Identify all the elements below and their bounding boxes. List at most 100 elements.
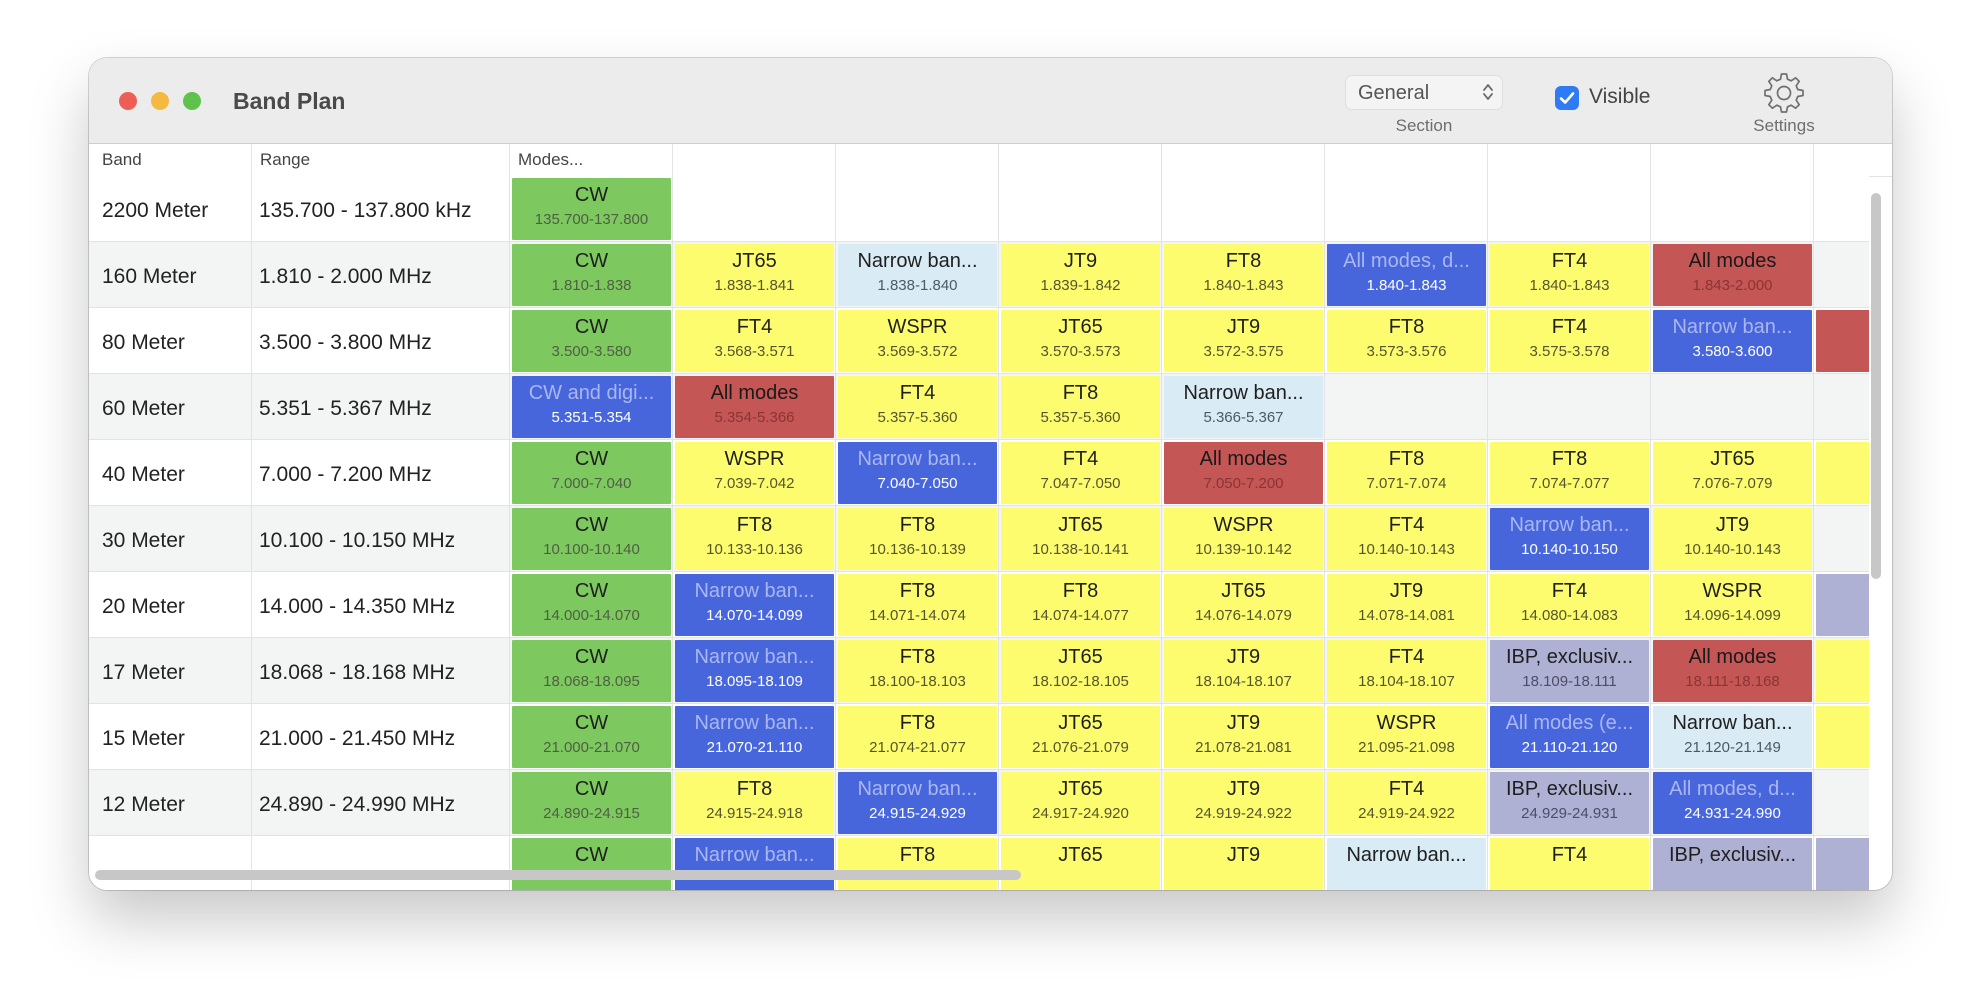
mode-segment[interactable]: JT65 24.917-24.920 — [1001, 772, 1160, 834]
mode-segment[interactable]: JT65 10.138-10.141 — [1001, 508, 1160, 570]
mode-segment[interactable]: FT4 24.919-24.922 — [1327, 772, 1486, 834]
mode-segment[interactable]: JT65 3.570-3.573 — [1001, 310, 1160, 372]
table-row[interactable]: CW Narrow ban... FT8 JT65 JT9 Narrow ban... FT… — [89, 836, 1869, 890]
mode-segment[interactable]: FT8 14.074-14.077 — [1001, 574, 1160, 636]
mode-segment[interactable]: FT4 18.104-18.107 — [1327, 640, 1486, 702]
mode-segment[interactable]: Narrow ban... 5.366-5.367 — [1164, 376, 1323, 438]
visible-label[interactable]: Visible — [1589, 85, 1651, 108]
mode-segment[interactable]: JT9 10.140-10.143 — [1653, 508, 1812, 570]
mode-segment[interactable]: CW 21.000-21.070 — [512, 706, 671, 768]
mode-segment[interactable]: Narrow ban... 7.040-7.050 — [838, 442, 997, 504]
mode-segment[interactable]: JT65 — [1001, 838, 1160, 890]
mode-segment[interactable]: JT9 21.078-21.081 — [1164, 706, 1323, 768]
mode-segment[interactable]: Narrow ban... 10.140-10.150 — [1490, 508, 1649, 570]
mode-segment[interactable]: WSPR 14.096-14.099 — [1653, 574, 1812, 636]
mode-segment[interactable]: FT4 5.357-5.360 — [838, 376, 997, 438]
vertical-scrollbar[interactable] — [1871, 193, 1881, 579]
mode-segment[interactable]: FT8 10.136-10.139 — [838, 508, 997, 570]
column-header-modes[interactable]: Modes... — [510, 144, 673, 176]
mode-segment[interactable]: FT8 14.071-14.074 — [838, 574, 997, 636]
mode-segment[interactable]: FT4 1.840-1.843 — [1490, 244, 1649, 306]
mode-segment[interactable]: 18.1 — [1816, 640, 1869, 702]
mode-segment[interactable]: IBP, exclusiv... — [1653, 838, 1812, 890]
mode-segment[interactable]: All modes (e... 21.110-21.120 — [1490, 706, 1649, 768]
mode-segment[interactable]: CW 135.700-137.800 — [512, 178, 671, 240]
mode-segment[interactable]: WSPR 21.095-21.098 — [1327, 706, 1486, 768]
horizontal-scrollbar[interactable] — [95, 870, 1021, 880]
mode-segment[interactable]: FT8 7.071-7.074 — [1327, 442, 1486, 504]
mode-segment[interactable]: FT8 — [838, 838, 997, 890]
mode-segment[interactable]: FT4 14.080-14.083 — [1490, 574, 1649, 636]
table-row[interactable]: 30 Meter 10.100 - 10.150 MHz CW 10.100-10.1… — [89, 506, 1869, 572]
table-row[interactable]: 15 Meter 21.000 - 21.450 MHz CW 21.000-21.0… — [89, 704, 1869, 770]
mode-segment[interactable]: FT8 5.357-5.360 — [1001, 376, 1160, 438]
mode-segment[interactable]: FT4 10.140-10.143 — [1327, 508, 1486, 570]
minimize-button[interactable] — [151, 92, 169, 110]
mode-segment[interactable]: CW — [512, 838, 671, 890]
mode-segment[interactable]: Narrow ban... — [1327, 838, 1486, 890]
column-header-range[interactable]: Range — [252, 144, 510, 176]
mode-segment[interactable]: Narrow ban... 21.070-21.110 — [675, 706, 834, 768]
mode-segment[interactable]: CW 18.068-18.095 — [512, 640, 671, 702]
table-row[interactable]: 80 Meter 3.500 - 3.800 MHz CW 3.500-3.580 FT… — [89, 308, 1869, 374]
mode-segment[interactable]: CW 7.000-7.040 — [512, 442, 671, 504]
mode-segment[interactable]: JT9 1.839-1.842 — [1001, 244, 1160, 306]
mode-segment[interactable]: Narrow ban... — [675, 838, 834, 890]
mode-segment[interactable]: FT8 18.100-18.103 — [838, 640, 997, 702]
mode-segment[interactable]: All modes 18.111-18.168 — [1653, 640, 1812, 702]
mode-segment[interactable]: 21.1 — [1816, 706, 1869, 768]
table-row[interactable]: 2200 Meter 135.700 - 137.800 kHz CW 135.700… — [89, 176, 1869, 242]
gear-icon[interactable] — [1763, 71, 1805, 113]
mode-segment[interactable]: WSPR 7.039-7.042 — [675, 442, 834, 504]
mode-segment[interactable]: IBP, — [1816, 838, 1869, 890]
column-header-band[interactable]: Band — [89, 144, 252, 176]
mode-segment[interactable]: 7.0 — [1816, 442, 1869, 504]
mode-segment[interactable]: IBP, exclusiv... 24.929-24.931 — [1490, 772, 1649, 834]
mode-segment[interactable]: Narrow ban... 24.915-24.929 — [838, 772, 997, 834]
mode-segment[interactable]: FT8 1.840-1.843 — [1164, 244, 1323, 306]
mode-segment[interactable]: CW and digi... 5.351-5.354 — [512, 376, 671, 438]
mode-segment[interactable]: JT9 — [1164, 838, 1323, 890]
mode-segment[interactable]: IBP, exclusiv... 18.109-18.111 — [1490, 640, 1649, 702]
mode-segment[interactable]: JT9 18.104-18.107 — [1164, 640, 1323, 702]
mode-segment[interactable]: JT9 24.919-24.922 — [1164, 772, 1323, 834]
mode-segment[interactable]: CW 10.100-10.140 — [512, 508, 671, 570]
mode-segment[interactable]: FT4 3.575-3.578 — [1490, 310, 1649, 372]
mode-segment[interactable]: CW 14.000-14.070 — [512, 574, 671, 636]
mode-segment[interactable]: All modes 5.354-5.366 — [675, 376, 834, 438]
mode-segment[interactable]: JT65 21.076-21.079 — [1001, 706, 1160, 768]
mode-segment[interactable]: JT65 14.076-14.079 — [1164, 574, 1323, 636]
mode-segment[interactable]: FT4 7.047-7.050 — [1001, 442, 1160, 504]
mode-segment[interactable]: All modes, d... 1.840-1.843 — [1327, 244, 1486, 306]
zoom-button[interactable] — [183, 92, 201, 110]
mode-segment[interactable]: JT65 18.102-18.105 — [1001, 640, 1160, 702]
mode-segment[interactable]: WSPR 3.569-3.572 — [838, 310, 997, 372]
table-row[interactable]: 60 Meter 5.351 - 5.367 MHz CW and digi... 5… — [89, 374, 1869, 440]
section-popup[interactable]: General — [1345, 75, 1503, 110]
mode-segment[interactable]: FT8 21.074-21.077 — [838, 706, 997, 768]
table-row[interactable]: 17 Meter 18.068 - 18.168 MHz CW 18.068-18.0… — [89, 638, 1869, 704]
mode-segment[interactable]: FT4 3.568-3.571 — [675, 310, 834, 372]
mode-segment[interactable]: JT9 3.572-3.575 — [1164, 310, 1323, 372]
mode-segment[interactable]: All modes 7.050-7.200 — [1164, 442, 1323, 504]
table-row[interactable]: 40 Meter 7.000 - 7.200 MHz CW 7.000-7.040 WS… — [89, 440, 1869, 506]
mode-segment[interactable]: Narrow ban... 18.095-18.109 — [675, 640, 834, 702]
table-row[interactable]: 20 Meter 14.000 - 14.350 MHz CW 14.000-14.0… — [89, 572, 1869, 638]
table-row[interactable]: 12 Meter 24.890 - 24.990 MHz CW 24.890-24.9… — [89, 770, 1869, 836]
mode-segment[interactable]: Narrow ban... 21.120-21.149 — [1653, 706, 1812, 768]
mode-segment[interactable]: All modes, d... 24.931-24.990 — [1653, 772, 1812, 834]
mode-segment[interactable]: Al3.6 — [1816, 310, 1869, 372]
mode-segment[interactable]: FT4 — [1490, 838, 1649, 890]
mode-segment[interactable]: Narrow ban... 3.580-3.600 — [1653, 310, 1812, 372]
mode-segment[interactable]: FT8 7.074-7.077 — [1490, 442, 1649, 504]
mode-segment[interactable]: CW 1.810-1.838 — [512, 244, 671, 306]
mode-segment[interactable]: JT65 1.838-1.841 — [675, 244, 834, 306]
visible-checkbox[interactable] — [1555, 86, 1579, 110]
mode-segment[interactable]: JT9 14.078-14.081 — [1327, 574, 1486, 636]
mode-segment[interactable]: WSPR 10.139-10.142 — [1164, 508, 1323, 570]
mode-segment[interactable]: FT8 24.915-24.918 — [675, 772, 834, 834]
close-button[interactable] — [119, 92, 137, 110]
mode-segment[interactable]: All modes 1.843-2.000 — [1653, 244, 1812, 306]
table-row[interactable]: 160 Meter 1.810 - 2.000 MHz CW 1.810-1.838 J… — [89, 242, 1869, 308]
mode-segment[interactable]: FT8 3.573-3.576 — [1327, 310, 1486, 372]
